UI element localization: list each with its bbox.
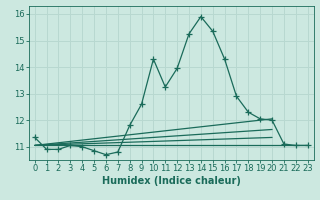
X-axis label: Humidex (Indice chaleur): Humidex (Indice chaleur) — [102, 176, 241, 186]
